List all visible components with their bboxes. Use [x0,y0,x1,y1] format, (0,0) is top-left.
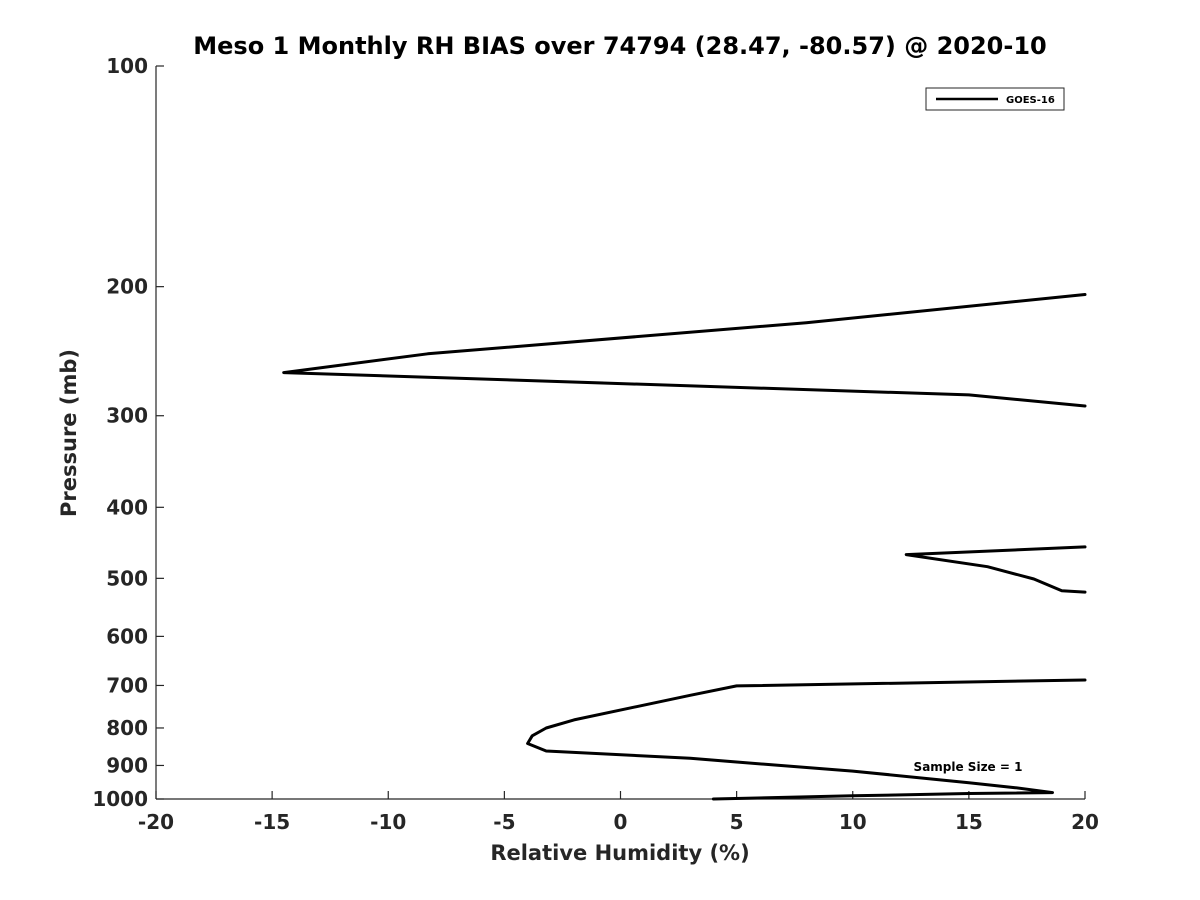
x-tick-label: 20 [1071,810,1099,834]
y-tick-label: 900 [106,753,148,777]
x-tick-label: -15 [254,810,290,834]
chart-title: Meso 1 Monthly RH BIAS over 74794 (28.47… [193,32,1046,60]
x-tick-label: -20 [138,810,174,834]
y-tick-label: 700 [106,673,148,697]
x-tick-label: -5 [493,810,515,834]
x-axis-label: Relative Humidity (%) [490,841,749,865]
x-tick-label: -10 [370,810,406,834]
plot-axes [155,66,1085,800]
x-tick-label: 0 [614,810,628,834]
series-line-goes16-segment-3 [526,678,1087,801]
y-tick-label: 300 [106,404,148,428]
x-axis-ticks: -20 -15 -10 -5 0 5 10 15 20 [138,791,1099,834]
y-tick-label: 600 [106,624,148,648]
legend-label-goes16: GOES-16 [1006,95,1055,106]
y-tick-label: 200 [106,275,148,299]
x-tick-label: 15 [955,810,983,834]
series-line-goes16-segment-2 [904,545,1087,594]
y-tick-label: 500 [106,566,148,590]
series-line-goes16-segment-1 [282,293,1087,408]
y-tick-label: 800 [106,716,148,740]
sample-size-annotation: Sample Size = 1 [914,760,1023,774]
legend: GOES-16 [925,87,1065,111]
y-axis-ticks: 100 200 300 400 500 600 700 800 900 1000 [92,54,164,811]
x-tick-label: 10 [839,810,867,834]
series-layer [282,293,1087,801]
y-axis-label: Pressure (mb) [57,349,81,517]
y-tick-label: 1000 [92,787,148,811]
y-tick-label: 100 [106,54,148,78]
x-tick-label: 5 [730,810,744,834]
y-tick-label: 400 [106,495,148,519]
